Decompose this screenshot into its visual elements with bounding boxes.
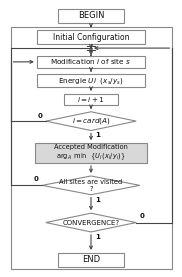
Text: Accepted Modification
$\arg_A$ min  $\{U_i\,(x_i/y_i)\}$: Accepted Modification $\arg_A$ min $\{U_… bbox=[54, 144, 128, 162]
Text: $i = i + 1$: $i = i + 1$ bbox=[77, 94, 105, 104]
Polygon shape bbox=[46, 213, 136, 232]
Text: $i = card(A)$: $i = card(A)$ bbox=[72, 116, 110, 126]
Text: Energie $Ui$  ($x_s / y_s$): Energie $Ui$ ($x_s / y_s$) bbox=[58, 76, 124, 86]
Polygon shape bbox=[42, 176, 140, 195]
FancyBboxPatch shape bbox=[58, 253, 124, 267]
FancyBboxPatch shape bbox=[58, 9, 124, 23]
Text: 1: 1 bbox=[95, 234, 100, 240]
Text: 0: 0 bbox=[139, 214, 144, 219]
Text: BEGIN: BEGIN bbox=[78, 11, 104, 20]
Text: Modification $i$ of site $s$: Modification $i$ of site $s$ bbox=[50, 57, 132, 66]
Text: CONVERGENCE?: CONVERGENCE? bbox=[62, 220, 120, 225]
Text: All sites are visited
?: All sites are visited ? bbox=[59, 179, 123, 192]
FancyBboxPatch shape bbox=[37, 30, 145, 44]
Polygon shape bbox=[46, 112, 136, 130]
FancyBboxPatch shape bbox=[37, 56, 145, 68]
FancyBboxPatch shape bbox=[11, 27, 172, 270]
Text: 0: 0 bbox=[34, 176, 39, 182]
FancyBboxPatch shape bbox=[37, 74, 145, 87]
Text: 1: 1 bbox=[95, 132, 100, 138]
Text: Initial Configuration: Initial Configuration bbox=[53, 33, 129, 42]
FancyBboxPatch shape bbox=[64, 94, 118, 105]
Text: END: END bbox=[82, 255, 100, 264]
FancyBboxPatch shape bbox=[35, 143, 147, 163]
Text: 0: 0 bbox=[38, 113, 43, 119]
Text: 1: 1 bbox=[95, 197, 100, 203]
